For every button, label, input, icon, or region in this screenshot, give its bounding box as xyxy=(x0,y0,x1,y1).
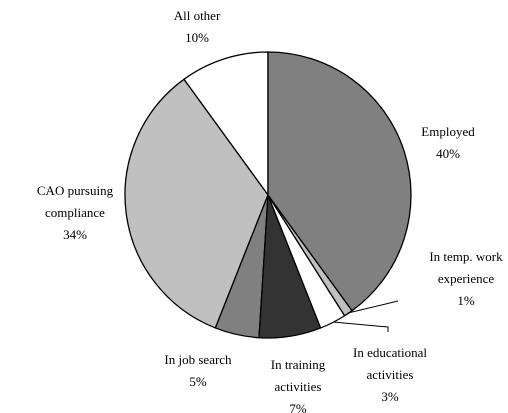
pie-slice xyxy=(267,51,412,312)
slice-value-label: 34% xyxy=(63,227,87,242)
slice-label: CAO pursuing compliance xyxy=(37,183,114,220)
leader-line xyxy=(332,321,389,332)
slice-label: Employed xyxy=(421,124,475,139)
pie-slice xyxy=(183,51,269,198)
slice-label: All other xyxy=(174,8,221,23)
slice-label: In temp. work experience xyxy=(429,249,503,286)
slice-value-label: 1% xyxy=(457,293,475,308)
slice-value-label: 40% xyxy=(436,146,460,161)
slice-value-label: 10% xyxy=(185,30,209,45)
slice-label: In job search xyxy=(164,352,232,367)
slice-label: In educational activities xyxy=(353,345,427,382)
slice-value-label: 5% xyxy=(189,374,207,389)
pie-slice xyxy=(124,78,269,329)
slice-label: In training activities xyxy=(271,357,326,394)
slice-value-label: 3% xyxy=(381,389,399,404)
slice-value-label: 7% xyxy=(289,401,307,413)
leader-line xyxy=(347,300,399,314)
